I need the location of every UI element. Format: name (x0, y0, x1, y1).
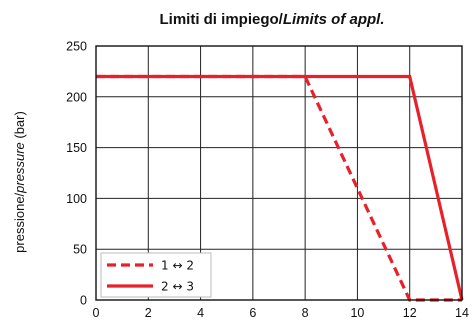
x-tick-label: 14 (455, 306, 469, 320)
x-tick-label: 12 (403, 306, 417, 320)
y-axis-label: pressione/pressure (bar) (12, 111, 27, 253)
chart-title-main: Limiti di impiego/ (159, 11, 283, 28)
plot-frame (95, 45, 463, 301)
x-tick-label: 2 (145, 306, 152, 320)
y-axis-label-unit: (bar) (12, 111, 27, 142)
y-tick-label: 250 (66, 40, 87, 54)
x-tick-label: 10 (350, 306, 364, 320)
y-tick-label: 50 (73, 243, 87, 257)
y-tick-label: 150 (66, 141, 87, 155)
y-tick-label: 0 (80, 294, 87, 308)
legend-label-2: 2 ↔ 3 (161, 280, 194, 294)
x-tick-label: 6 (249, 306, 256, 320)
x-tick-label: 8 (302, 306, 309, 320)
series-line-2 (96, 74, 464, 301)
tick-labels: 0 2 4 6 8 10 12 14 0 50 100 150 200 250 (66, 40, 469, 321)
x-tick-label: 0 (93, 306, 100, 320)
chart-title-italic: Limits of appl. (283, 11, 385, 28)
legend: 1 ↔ 2 2 ↔ 3 (100, 252, 212, 298)
legend-label-1: 1 ↔ 2 (161, 259, 194, 273)
y-axis-label-main: pressione/ (12, 192, 27, 252)
y-tick-label: 100 (66, 192, 87, 206)
chart-title: Limiti di impiego/Limits of appl. (159, 11, 384, 28)
x-tick-label: 4 (197, 306, 204, 320)
legend-box (100, 252, 212, 298)
y-tick-label: 200 (66, 90, 87, 104)
y-axis-label-italic: pressure (12, 142, 27, 194)
